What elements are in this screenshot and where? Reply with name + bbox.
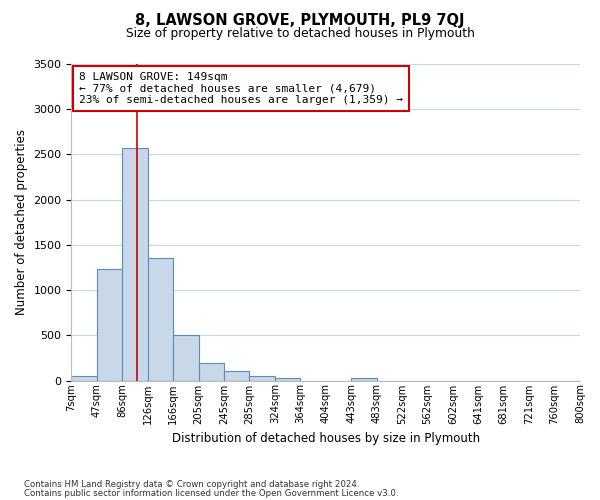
Bar [97,270,122,380]
Bar [148,258,173,380]
Bar [122,148,148,380]
Bar [71,376,97,380]
Text: Contains public sector information licensed under the Open Government Licence v3: Contains public sector information licen… [24,489,398,498]
Bar [275,378,300,380]
Text: 8, LAWSON GROVE, PLYMOUTH, PL9 7QJ: 8, LAWSON GROVE, PLYMOUTH, PL9 7QJ [135,12,465,28]
X-axis label: Distribution of detached houses by size in Plymouth: Distribution of detached houses by size … [172,432,480,445]
Text: Contains HM Land Registry data © Crown copyright and database right 2024.: Contains HM Land Registry data © Crown c… [24,480,359,489]
Text: Size of property relative to detached houses in Plymouth: Size of property relative to detached ho… [125,28,475,40]
Bar [351,378,377,380]
Y-axis label: Number of detached properties: Number of detached properties [15,130,28,316]
Text: 8 LAWSON GROVE: 149sqm
← 77% of detached houses are smaller (4,679)
23% of semi-: 8 LAWSON GROVE: 149sqm ← 77% of detached… [79,72,403,105]
Bar [173,336,199,380]
Bar [250,376,275,380]
Bar [199,363,224,380]
Bar [224,370,250,380]
